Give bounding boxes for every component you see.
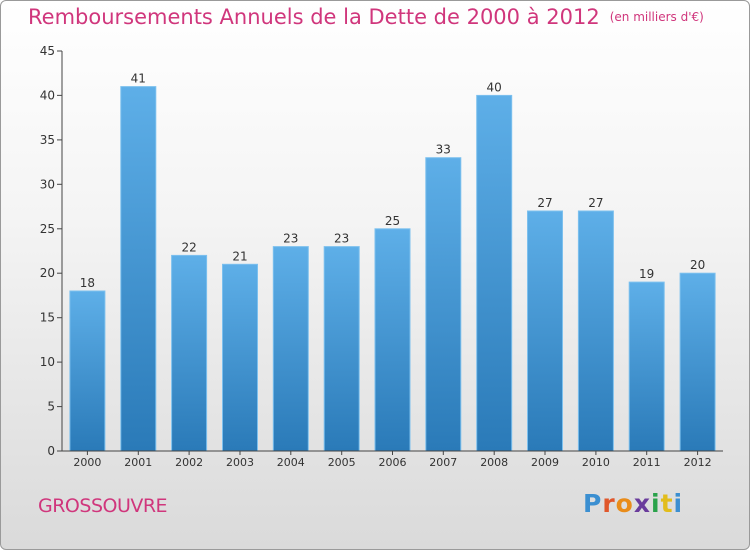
x-tick-label: 2007 bbox=[429, 456, 457, 469]
bar-value-label: 40 bbox=[487, 80, 502, 94]
x-tick-label: 2001 bbox=[124, 456, 152, 469]
y-tick-label: 45 bbox=[40, 44, 55, 58]
y-tick-label: 30 bbox=[40, 177, 55, 191]
x-tick-label: 2005 bbox=[328, 456, 356, 469]
y-tick-label: 15 bbox=[40, 311, 55, 325]
bar-2011 bbox=[628, 281, 665, 452]
y-tick-label: 25 bbox=[40, 222, 55, 236]
bar-2001 bbox=[120, 86, 157, 452]
bar-value-label: 19 bbox=[639, 267, 654, 281]
x-tick-label: 2000 bbox=[73, 456, 101, 469]
x-tick-label: 2011 bbox=[633, 456, 661, 469]
bar-2012 bbox=[679, 272, 716, 452]
chart-unit: (en milliers d'€) bbox=[609, 10, 704, 24]
bar-value-label: 23 bbox=[334, 232, 349, 246]
y-tick-label: 0 bbox=[47, 444, 55, 458]
bar-2003 bbox=[222, 263, 258, 452]
x-tick-label: 2010 bbox=[582, 456, 610, 469]
y-tick-label: 40 bbox=[40, 88, 55, 102]
proxiti-logo[interactable]: Proxiti bbox=[583, 489, 684, 518]
bar-2006 bbox=[374, 228, 411, 452]
bar-2002 bbox=[171, 254, 208, 452]
bar-value-label: 33 bbox=[436, 143, 451, 157]
bar-2005 bbox=[323, 246, 360, 452]
x-tick-label: 2006 bbox=[379, 456, 407, 469]
x-tick-label: 2008 bbox=[480, 456, 508, 469]
chart-title: Remboursements Annuels de la Dette de 20… bbox=[28, 5, 704, 29]
bar-value-label: 27 bbox=[588, 196, 603, 210]
y-tick-label: 5 bbox=[47, 400, 55, 414]
y-tick-label: 35 bbox=[40, 133, 55, 147]
x-tick-label: 2004 bbox=[277, 456, 305, 469]
bar-2009 bbox=[527, 210, 563, 452]
bar-value-label: 27 bbox=[537, 196, 552, 210]
x-tick-label: 2012 bbox=[684, 456, 712, 469]
x-tick-label: 2002 bbox=[175, 456, 203, 469]
bar-2000 bbox=[69, 290, 106, 452]
bar-value-label: 41 bbox=[131, 72, 146, 86]
bar-value-label: 20 bbox=[690, 258, 705, 272]
y-tick-label: 10 bbox=[40, 355, 55, 369]
y-tick-label: 20 bbox=[40, 266, 55, 280]
bar-value-label: 22 bbox=[181, 240, 196, 254]
axis-layer: 2000 2001 2002 2003 2004 2005 2006 2007 2008 2009… bbox=[40, 44, 723, 469]
bar-2007 bbox=[425, 157, 462, 452]
bar-2004 bbox=[272, 246, 309, 452]
bar-2008 bbox=[476, 94, 513, 452]
chart-title-text: Remboursements Annuels de la Dette de 20… bbox=[28, 5, 600, 29]
x-tick-label: 2003 bbox=[226, 456, 254, 469]
bar-value-label: 23 bbox=[283, 232, 298, 246]
commune-name: GROSSOUVRE bbox=[38, 495, 168, 517]
bar-value-label: 25 bbox=[385, 214, 400, 228]
bar-2010 bbox=[577, 210, 614, 452]
bar-value-label: 18 bbox=[80, 276, 95, 290]
bar-value-label: 21 bbox=[232, 249, 247, 263]
x-tick-label: 2009 bbox=[531, 456, 559, 469]
bars-layer: 18 41 22 21 23 23 25 33 40 27 27 19 20 bbox=[69, 72, 716, 452]
